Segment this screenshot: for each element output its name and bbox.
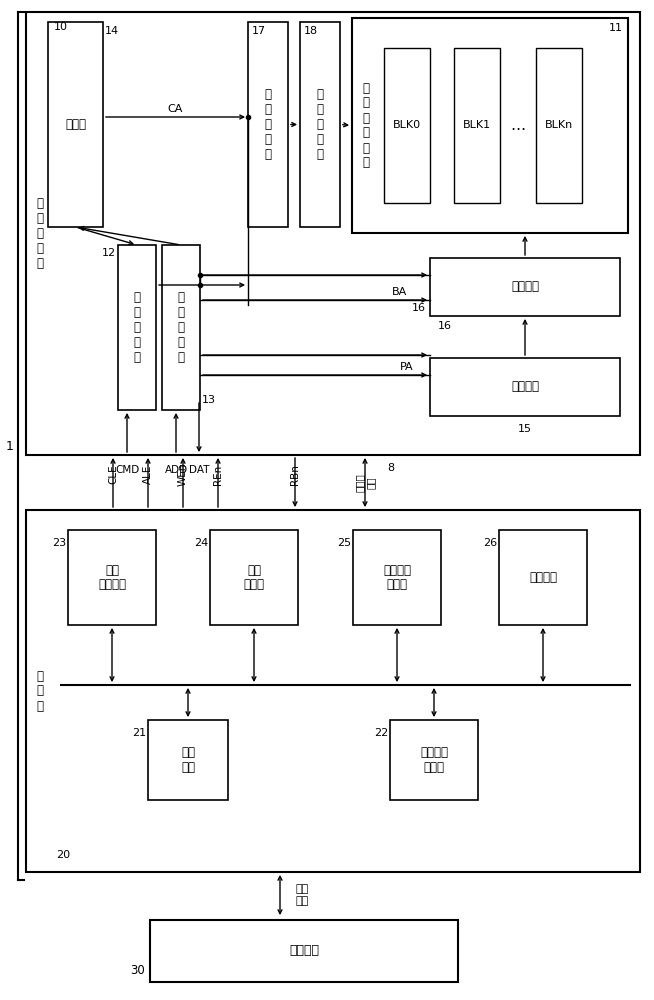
Bar	[248, 22, 288, 227]
Bar	[48, 22, 103, 227]
Text: 23: 23	[52, 538, 66, 548]
Bar	[300, 22, 340, 227]
Bar	[26, 510, 640, 872]
Bar	[536, 48, 582, 203]
Bar	[352, 18, 628, 233]
Text: 指
令
寄
存
器: 指 令 寄 存 器	[133, 291, 141, 364]
Text: 行解码器: 行解码器	[511, 280, 539, 294]
Bar	[210, 530, 298, 625]
Text: 26: 26	[483, 538, 497, 548]
Bar	[118, 245, 156, 410]
Text: BA: BA	[392, 287, 407, 297]
Text: 1: 1	[6, 440, 14, 452]
Text: 数
据
寄
存
器: 数 据 寄 存 器	[264, 88, 271, 161]
Text: 与非接口: 与非接口	[529, 571, 557, 584]
Text: REn: REn	[213, 464, 223, 485]
Text: ADD: ADD	[164, 465, 188, 475]
Text: 11: 11	[609, 23, 623, 33]
Text: CLE: CLE	[108, 465, 118, 484]
Text: 18: 18	[304, 26, 318, 36]
Bar	[430, 358, 620, 416]
Text: DAT: DAT	[189, 465, 209, 475]
Bar	[430, 258, 620, 316]
Text: 10: 10	[54, 22, 68, 32]
Text: 定序器: 定序器	[65, 118, 86, 131]
Text: 与
非
型
闪
存: 与 非 型 闪 存	[37, 197, 44, 270]
Text: 驱动电路: 驱动电路	[511, 380, 539, 393]
Text: RBn: RBn	[290, 464, 300, 485]
Bar	[353, 530, 441, 625]
Text: BLK0: BLK0	[393, 120, 421, 130]
Text: 随机存取
存储器: 随机存取 存储器	[420, 746, 448, 774]
Text: 16: 16	[438, 321, 452, 331]
Text: ALE: ALE	[143, 465, 153, 484]
Text: PA: PA	[400, 362, 413, 372]
Bar	[26, 12, 640, 455]
Bar	[148, 720, 228, 800]
Text: 13: 13	[202, 395, 216, 405]
Text: 14: 14	[105, 26, 119, 36]
Text: 25: 25	[337, 538, 351, 548]
Text: 地
址
寄
存
器: 地 址 寄 存 器	[177, 291, 184, 364]
Bar	[499, 530, 587, 625]
Bar	[68, 530, 156, 625]
Text: 17: 17	[252, 26, 266, 36]
Text: 中央
处理单元: 中央 处理单元	[98, 564, 126, 591]
Text: BLK1: BLK1	[463, 120, 491, 130]
Text: 15: 15	[518, 424, 532, 434]
Bar	[454, 48, 500, 203]
Text: 20: 20	[56, 850, 70, 860]
Text: 主机
总线: 主机 总线	[295, 884, 308, 906]
Bar	[384, 48, 430, 203]
Text: 输入／
输出: 输入／ 输出	[354, 473, 376, 492]
Text: 读
出
放
大
器: 读 出 放 大 器	[317, 88, 324, 161]
Text: 22: 22	[373, 728, 388, 738]
Text: 主机
接口: 主机 接口	[181, 746, 195, 774]
Text: 24: 24	[194, 538, 208, 548]
Text: 错误检查
与校正: 错误检查 与校正	[383, 564, 411, 591]
Text: WEn: WEn	[178, 463, 188, 486]
Text: CMD: CMD	[115, 465, 139, 475]
Text: 21: 21	[132, 728, 146, 738]
Text: 16: 16	[412, 303, 426, 313]
Text: BLKn: BLKn	[545, 120, 573, 130]
Text: 12: 12	[102, 248, 116, 258]
Text: 30: 30	[130, 964, 145, 977]
Text: CA: CA	[168, 104, 183, 114]
Text: 缓冲
存储器: 缓冲 存储器	[243, 564, 264, 591]
Bar	[162, 245, 200, 410]
Text: 主机机器: 主机机器	[289, 944, 319, 958]
Text: …: …	[510, 118, 526, 133]
Bar	[150, 920, 458, 982]
Bar	[390, 720, 478, 800]
Text: 8: 8	[387, 463, 394, 473]
Text: 存
储
单
元
阵
列: 存 储 单 元 阵 列	[362, 82, 370, 169]
Text: 控
制
器: 控 制 器	[37, 670, 44, 712]
